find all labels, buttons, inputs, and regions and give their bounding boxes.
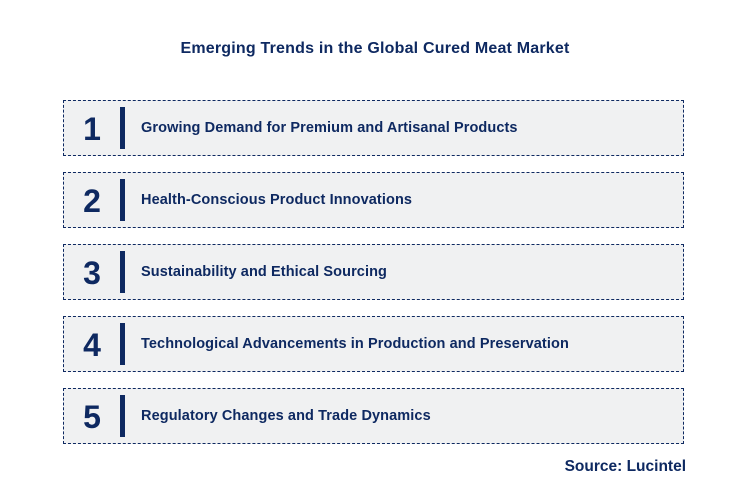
trend-number: 1	[83, 111, 101, 147]
trend-label: Sustainability and Ethical Sourcing	[141, 264, 388, 280]
trend-label: Technological Advancements in Production…	[141, 336, 569, 352]
trend-row-5: 5 Regulatory Changes and Trade Dynamics	[63, 388, 684, 444]
vertical-bar-divider	[120, 323, 125, 365]
source-attribution: Source: Lucintel	[564, 458, 686, 475]
trend-row-2: 2 Health-Conscious Product Innovations	[63, 172, 684, 228]
vertical-bar-divider	[120, 107, 125, 149]
vertical-bar-divider	[120, 251, 125, 293]
trend-number: 5	[83, 399, 101, 435]
trend-label: Health-Conscious Product Innovations	[141, 192, 413, 208]
trend-row-1: 1 Growing Demand for Premium and Artisan…	[63, 100, 684, 156]
vertical-bar-divider	[120, 179, 125, 221]
vertical-bar-divider	[120, 395, 125, 437]
page-title: Emerging Trends in the Global Cured Meat…	[180, 40, 570, 57]
trend-row-3: 3 Sustainability and Ethical Sourcing	[63, 244, 684, 300]
trend-row-4: 4 Technological Advancements in Producti…	[63, 316, 684, 372]
trend-label: Regulatory Changes and Trade Dynamics	[141, 408, 431, 424]
trend-list: 1 Growing Demand for Premium and Artisan…	[63, 100, 684, 460]
trend-number: 3	[83, 255, 101, 291]
trend-label: Growing Demand for Premium and Artisanal…	[141, 120, 518, 136]
trend-number: 2	[83, 183, 101, 219]
trend-number: 4	[83, 327, 101, 363]
